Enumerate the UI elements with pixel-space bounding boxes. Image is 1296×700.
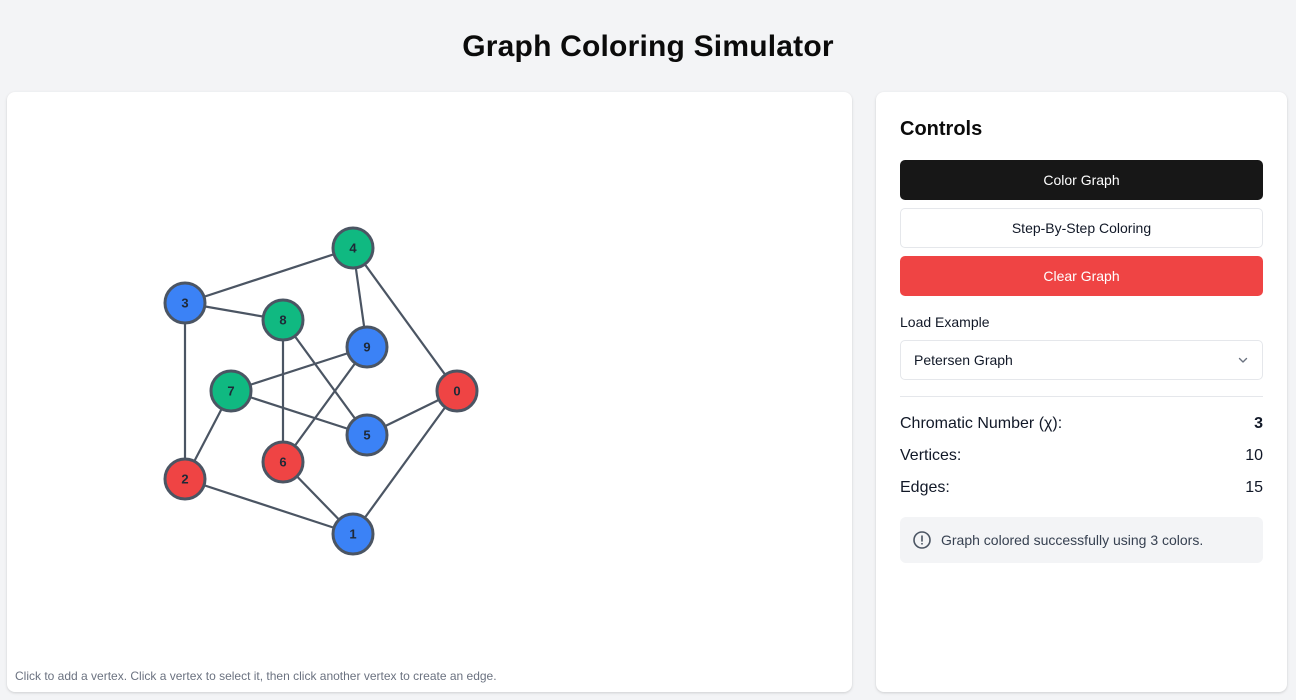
vertex-circle[interactable]	[209, 369, 253, 413]
edge-5-7	[230, 389, 368, 437]
vertex-9[interactable]: 9	[345, 325, 389, 369]
edge-7-9	[230, 345, 368, 393]
edge-8-5	[282, 319, 368, 436]
vertex-circle[interactable]	[163, 457, 207, 501]
step-by-step-button[interactable]: Step-By-Step Coloring	[900, 208, 1263, 248]
stat-label: Chromatic Number (χ):	[900, 415, 1063, 432]
stat-edges: Edges: 15	[900, 479, 1263, 497]
vertex-circle[interactable]	[261, 298, 305, 342]
vertex-label: 5	[363, 428, 370, 443]
vertex-circle[interactable]	[331, 512, 375, 556]
vertex-7[interactable]: 7	[209, 369, 253, 413]
vertex-circle[interactable]	[163, 281, 207, 325]
vertex-label: 0	[453, 384, 460, 399]
vertex-circle[interactable]	[261, 440, 305, 484]
clear-graph-button[interactable]: Clear Graph	[900, 256, 1263, 296]
edge-1-2	[184, 477, 354, 536]
vertex-label: 8	[279, 313, 286, 328]
vertex-label: 6	[279, 455, 286, 470]
divider	[900, 396, 1263, 397]
graph-canvas[interactable]: 0 1 2 3 4 5 6 7 8 9 Click to add a vertex. Click …	[7, 92, 852, 692]
stat-label: Edges:	[900, 479, 950, 496]
controls-heading: Controls	[900, 118, 983, 140]
vertex-label: 2	[181, 472, 188, 487]
page-title: Graph Coloring Simulator	[462, 30, 834, 63]
color-graph-button[interactable]: Color Graph	[900, 160, 1263, 200]
load-example-label: Load Example	[900, 314, 990, 330]
load-example-select[interactable]: Petersen Graph	[900, 340, 1263, 380]
vertex-label: 9	[363, 340, 370, 355]
vertex-3[interactable]: 3	[163, 281, 207, 325]
edge-4-0	[352, 247, 458, 392]
stat-label: Vertices:	[900, 447, 962, 464]
stat-value: 15	[1245, 479, 1263, 496]
vertex-6[interactable]: 6	[261, 440, 305, 484]
edge-0-1	[352, 390, 458, 535]
vertex-5[interactable]: 5	[345, 413, 389, 457]
vertex-8[interactable]: 8	[261, 298, 305, 342]
vertex-circle[interactable]	[435, 369, 479, 413]
edge-3-4	[184, 246, 354, 305]
stat-vertices: Vertices: 10	[900, 447, 1263, 465]
graph-drawing[interactable]: 0 1 2 3 4 5 6 7 8 9	[7, 92, 852, 692]
vertex-circle[interactable]	[345, 413, 389, 457]
vertex-0[interactable]: 0	[435, 369, 479, 413]
load-example-value: Petersen Graph	[914, 352, 1013, 368]
stat-value: 3	[1254, 415, 1263, 432]
vertex-label: 3	[181, 296, 188, 311]
vertex-circle[interactable]	[331, 226, 375, 270]
vertex-4[interactable]: 4	[331, 226, 375, 270]
vertex-label: 1	[349, 527, 356, 542]
stat-value: 10	[1245, 447, 1263, 464]
chevron-down-icon	[1237, 354, 1249, 366]
canvas-hint: Click to add a vertex. Click a vertex to…	[15, 669, 497, 683]
vertex-1[interactable]: 1	[331, 512, 375, 556]
status-alert: Graph colored successfully using 3 color…	[900, 517, 1263, 563]
info-circle-icon	[912, 530, 932, 550]
vertex-label: 4	[349, 241, 357, 256]
vertex-2[interactable]: 2	[163, 457, 207, 501]
status-message: Graph colored successfully using 3 color…	[941, 532, 1204, 548]
vertices-layer: 0 1 2 3 4 5 6 7 8 9	[163, 226, 479, 556]
edge-9-6	[282, 346, 368, 463]
vertex-label: 7	[227, 384, 234, 399]
vertex-circle[interactable]	[345, 325, 389, 369]
stat-chromatic-number: Chromatic Number (χ): 3	[900, 415, 1263, 433]
controls-panel: Controls Color Graph Step-By-Step Colori…	[876, 92, 1287, 692]
